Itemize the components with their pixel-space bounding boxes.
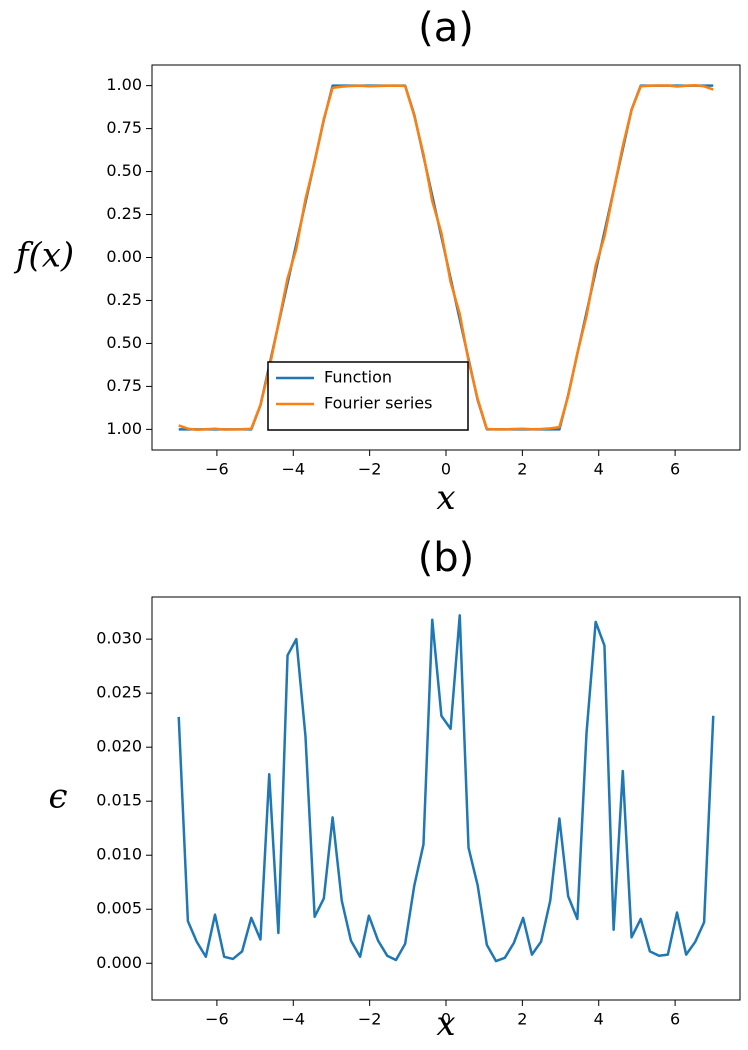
y-tick-label: 0.75 [106,376,142,395]
y-axis-label: f(x) [13,236,74,276]
subplot: (b) x ϵ −6 −4 −2 0 2 4 6 0.000 0.005 0.010 0.015 0.020… [48,535,741,1044]
x-tick-label: 0 [441,460,451,479]
y-tick-label: 0.020 [96,737,142,756]
x-tick-label: 4 [594,460,604,479]
x-tick-label: −4 [281,1010,305,1029]
y-tick-label: 1.00 [106,419,142,438]
y-tick-label: 0.75 [106,118,142,137]
chart-title: (a) [418,5,474,51]
y-tick-label: 0.010 [96,845,142,864]
y-tick-label: 0.025 [96,683,142,702]
y-tick-label: 0.015 [96,791,142,810]
x-tick-label: −6 [205,1010,229,1029]
x-tick-label: 2 [517,460,527,479]
y-tick-label: 0.25 [106,290,142,309]
x-tick-label: 4 [594,1010,604,1029]
subplot: (a) x f(x) −6 −4 −2 0 2 4 6 1.00 0.75 0.50 0.25 0.00 0.… [13,5,741,518]
y-tick-label: 0.005 [96,899,142,918]
legend-box [267,361,469,431]
y-tick-label: 0.030 [96,629,142,648]
legend-label: Function [324,368,392,387]
legend-label: Fourier series [324,394,432,413]
x-axis-label: x [436,478,455,518]
x-tick-label: 2 [517,1010,527,1029]
y-axis-label: ϵ [48,777,67,817]
y-tick-label: 0.25 [106,204,142,223]
x-tick-label: 6 [670,460,680,479]
plot-frame [151,64,741,451]
y-tick-label: 0.50 [106,333,142,352]
x-tick-label: 0 [441,1010,451,1029]
y-tick-label: 0.000 [96,953,142,972]
x-tick-label: −6 [205,460,229,479]
data-line [177,614,715,963]
y-tick-label: 1.00 [106,75,142,94]
plot-frame [151,596,741,1001]
x-tick-label: −2 [358,1010,382,1029]
y-tick-label: 0.00 [106,247,142,266]
chart-title: (b) [418,535,475,581]
x-tick-label: −4 [281,460,305,479]
x-tick-label: 6 [670,1010,680,1029]
y-tick-label: 0.50 [106,161,142,180]
x-axis-label: x [436,1004,455,1044]
x-tick-label: −2 [358,460,382,479]
